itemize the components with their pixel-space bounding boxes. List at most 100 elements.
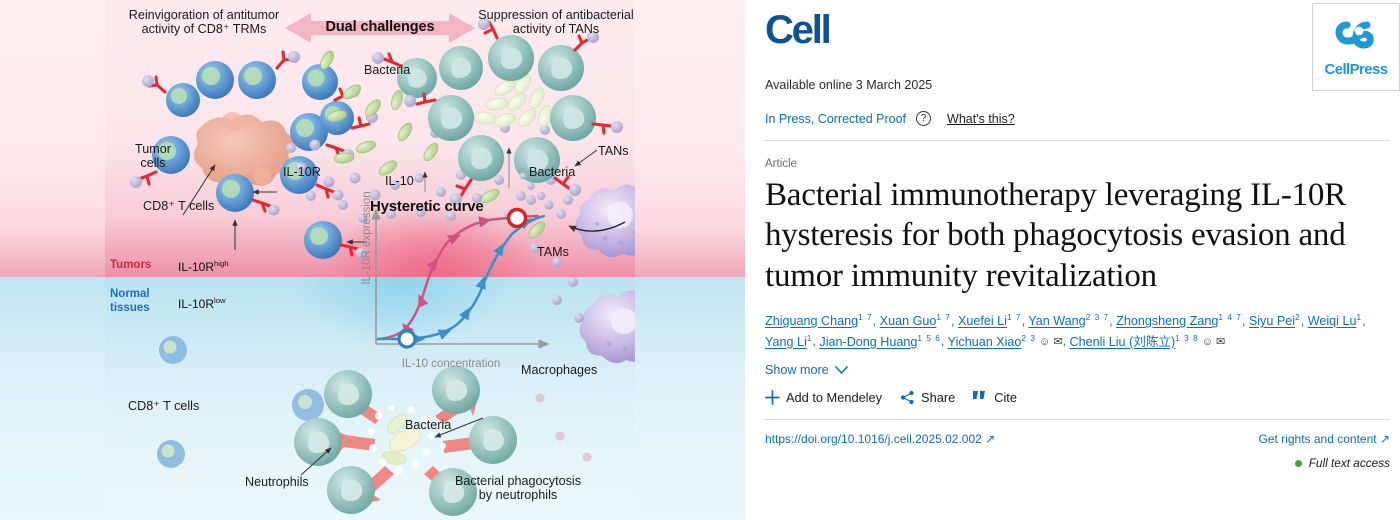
chart-low-state-point bbox=[397, 329, 417, 349]
author-person-icon[interactable]: ☺ bbox=[1035, 336, 1051, 349]
share-label: Share bbox=[921, 390, 956, 406]
label-tams: TAMs bbox=[537, 245, 569, 259]
chart-title: Hysteretic curve bbox=[370, 198, 484, 215]
author-entry[interactable]: Zhongsheng Zang1 4 7 bbox=[1116, 311, 1242, 328]
dual-challenges-banner: Dual challenges bbox=[285, 10, 475, 46]
author-email-icon[interactable]: ✉ bbox=[1050, 336, 1063, 349]
hysteretic-curve-chart: Hysteretic curve IL-10R expression IL-10… bbox=[348, 191, 573, 381]
label-il10r: IL-10R bbox=[283, 165, 321, 179]
band-label-tumors: Tumors bbox=[110, 259, 152, 271]
question-mark-icon[interactable]: ? bbox=[916, 111, 932, 126]
macrophage-cell bbox=[579, 290, 635, 364]
dual-challenges-label: Dual challenges bbox=[325, 19, 435, 35]
external-link-icon: ↗ bbox=[1379, 432, 1390, 447]
figure-tumor-zone bbox=[105, 0, 635, 277]
author-entry[interactable]: Jian-Dong Huang1 5 6 bbox=[819, 332, 941, 349]
doi-and-rights-row: https://doi.org/10.1016/j.cell.2025.02.0… bbox=[765, 432, 1390, 446]
label-neutrophils: Neutrophils bbox=[245, 475, 309, 489]
heading-left-reinvigoration: Reinvigoration of antitumor activity of … bbox=[128, 8, 280, 37]
tumor-mass-cluster bbox=[193, 112, 294, 189]
cellpress-mark-icon bbox=[1335, 21, 1374, 49]
chart-high-state-point bbox=[506, 207, 528, 229]
label-bacteria-neutrophils: Bacteria bbox=[405, 418, 452, 432]
add-to-mendeley-button[interactable]: Add to Mendeley bbox=[765, 390, 882, 405]
share-button[interactable]: Share bbox=[900, 390, 955, 405]
publication-status-row: In Press, Corrected Proof ? What's this? bbox=[765, 111, 1390, 126]
get-rights-and-content-link[interactable]: Get rights and content ↗ bbox=[1258, 432, 1390, 447]
author-person-icon[interactable]: ☺ bbox=[1198, 336, 1213, 349]
article-pane: CellPress Cell Available online 3 March … bbox=[745, 0, 1400, 520]
external-link-icon: ↗ bbox=[985, 432, 996, 447]
il10r-receptor-group-right bbox=[382, 20, 613, 198]
author-entry[interactable]: Chenli Liu (刘陈立)1 3 8 bbox=[1069, 332, 1199, 349]
label-tans: TANs bbox=[598, 144, 629, 158]
tan-cell-group bbox=[397, 35, 596, 183]
author-entry[interactable]: Siyu Pei2 bbox=[1248, 311, 1301, 328]
author-entry[interactable]: Zhiguang Chang1 7 bbox=[765, 311, 873, 328]
phagocytosis-vesicles bbox=[367, 404, 447, 474]
label-cd8-t-cells-bottom: CD8⁺ T cells bbox=[128, 399, 200, 413]
author-entry[interactable]: Yan Wang2 3 7 bbox=[1028, 311, 1110, 328]
right-leader-lines bbox=[574, 149, 598, 167]
available-online-date: Available online 3 March 2025 bbox=[765, 78, 933, 92]
publication-status[interactable]: In Press, Corrected Proof bbox=[765, 111, 907, 126]
quote-icon bbox=[973, 391, 988, 404]
divider-bottom bbox=[765, 419, 1390, 421]
il10-ligand-on-receptor-right bbox=[372, 18, 623, 205]
add-to-mendeley-label: Add to Mendeley bbox=[786, 390, 883, 406]
doi-link[interactable]: https://doi.org/10.1016/j.cell.2025.02.0… bbox=[765, 432, 996, 447]
left-leader-lines bbox=[182, 164, 367, 250]
double-arrow-icon bbox=[285, 13, 475, 43]
show-more-label: Show more bbox=[765, 363, 829, 378]
label-bacteria-tans: Bacteria bbox=[529, 165, 576, 179]
band-label-normal: Normal tissues bbox=[110, 288, 150, 314]
phagocytosis-scene bbox=[294, 366, 517, 516]
page-title: Bacterial immunotherapy leveraging IL-10… bbox=[765, 177, 1347, 294]
band-receptor-tumors: IL-10Rhigh bbox=[178, 259, 229, 274]
neutrophil-group bbox=[294, 366, 517, 516]
author-email-icon[interactable]: ✉ bbox=[1213, 336, 1226, 349]
show-more-button[interactable]: Show more bbox=[765, 363, 1390, 377]
label-cd8-t-cells-top: CD8⁺ T cells bbox=[143, 199, 215, 213]
author-entry[interactable]: Weiqi Lu1 bbox=[1307, 311, 1363, 328]
author-list: Zhiguang Chang1 7, Xuan Guo1 7, Xuefei L… bbox=[765, 311, 1366, 349]
stray-molecules-bottom bbox=[535, 393, 592, 462]
access-status-row: Full text access bbox=[765, 456, 1390, 470]
author-entry[interactable]: Yang Li1 bbox=[765, 332, 813, 349]
plus-icon bbox=[765, 390, 780, 406]
chart-plot bbox=[371, 207, 550, 349]
author-entry[interactable]: Yichuan Xiao2 3 bbox=[947, 332, 1036, 349]
author-entry[interactable]: Xuan Guo1 7 bbox=[879, 311, 951, 328]
tam-il10-trail bbox=[519, 172, 566, 219]
author-entry[interactable]: Xuefei Li1 7 bbox=[957, 311, 1022, 328]
label-il10: IL-10 bbox=[385, 174, 414, 188]
article-type-kicker: Article bbox=[765, 158, 797, 170]
cite-label: Cite bbox=[994, 390, 1017, 406]
article-actions: Add to Mendeley Share Cite bbox=[765, 390, 1390, 405]
graphical-abstract: Hysteretic curve IL-10R expression IL-10… bbox=[0, 0, 745, 520]
share-icon bbox=[900, 390, 915, 405]
cellpress-wordmark: CellPress bbox=[1324, 61, 1389, 78]
label-phagocytosis: Bacterial phagocytosis by neutrophils bbox=[454, 474, 581, 503]
cellpress-logo: CellPress bbox=[1312, 3, 1400, 91]
label-tumor-cells: Tumor cells bbox=[135, 142, 171, 171]
cite-button[interactable]: Cite bbox=[973, 390, 1017, 405]
divider-top bbox=[765, 140, 1390, 141]
journal-wordmark: Cell bbox=[765, 8, 832, 52]
label-macrophages: Macrophages bbox=[521, 363, 598, 377]
heading-right-suppression: Suppression of antibacterial activity of… bbox=[478, 8, 634, 37]
access-status-dot bbox=[1294, 459, 1302, 467]
access-status-label: Full text access bbox=[1308, 456, 1390, 471]
chart-x-axis-label: IL-10 concentration bbox=[401, 358, 501, 370]
cd8-t-cell-group-bottom bbox=[157, 336, 324, 468]
label-bacteria-center: Bacteria bbox=[364, 63, 411, 77]
whats-this-link[interactable]: What's this? bbox=[947, 111, 1015, 126]
tam-secretion-arrow bbox=[568, 221, 626, 233]
graphical-abstract-figure: Hysteretic curve IL-10R expression IL-10… bbox=[105, 0, 635, 520]
tan-cluster bbox=[397, 35, 596, 183]
band-receptor-normal: IL-10Rlow bbox=[178, 296, 226, 311]
chevron-down-icon bbox=[834, 366, 848, 375]
tam-cell bbox=[575, 184, 635, 258]
bottom-leader-lines bbox=[300, 417, 484, 476]
